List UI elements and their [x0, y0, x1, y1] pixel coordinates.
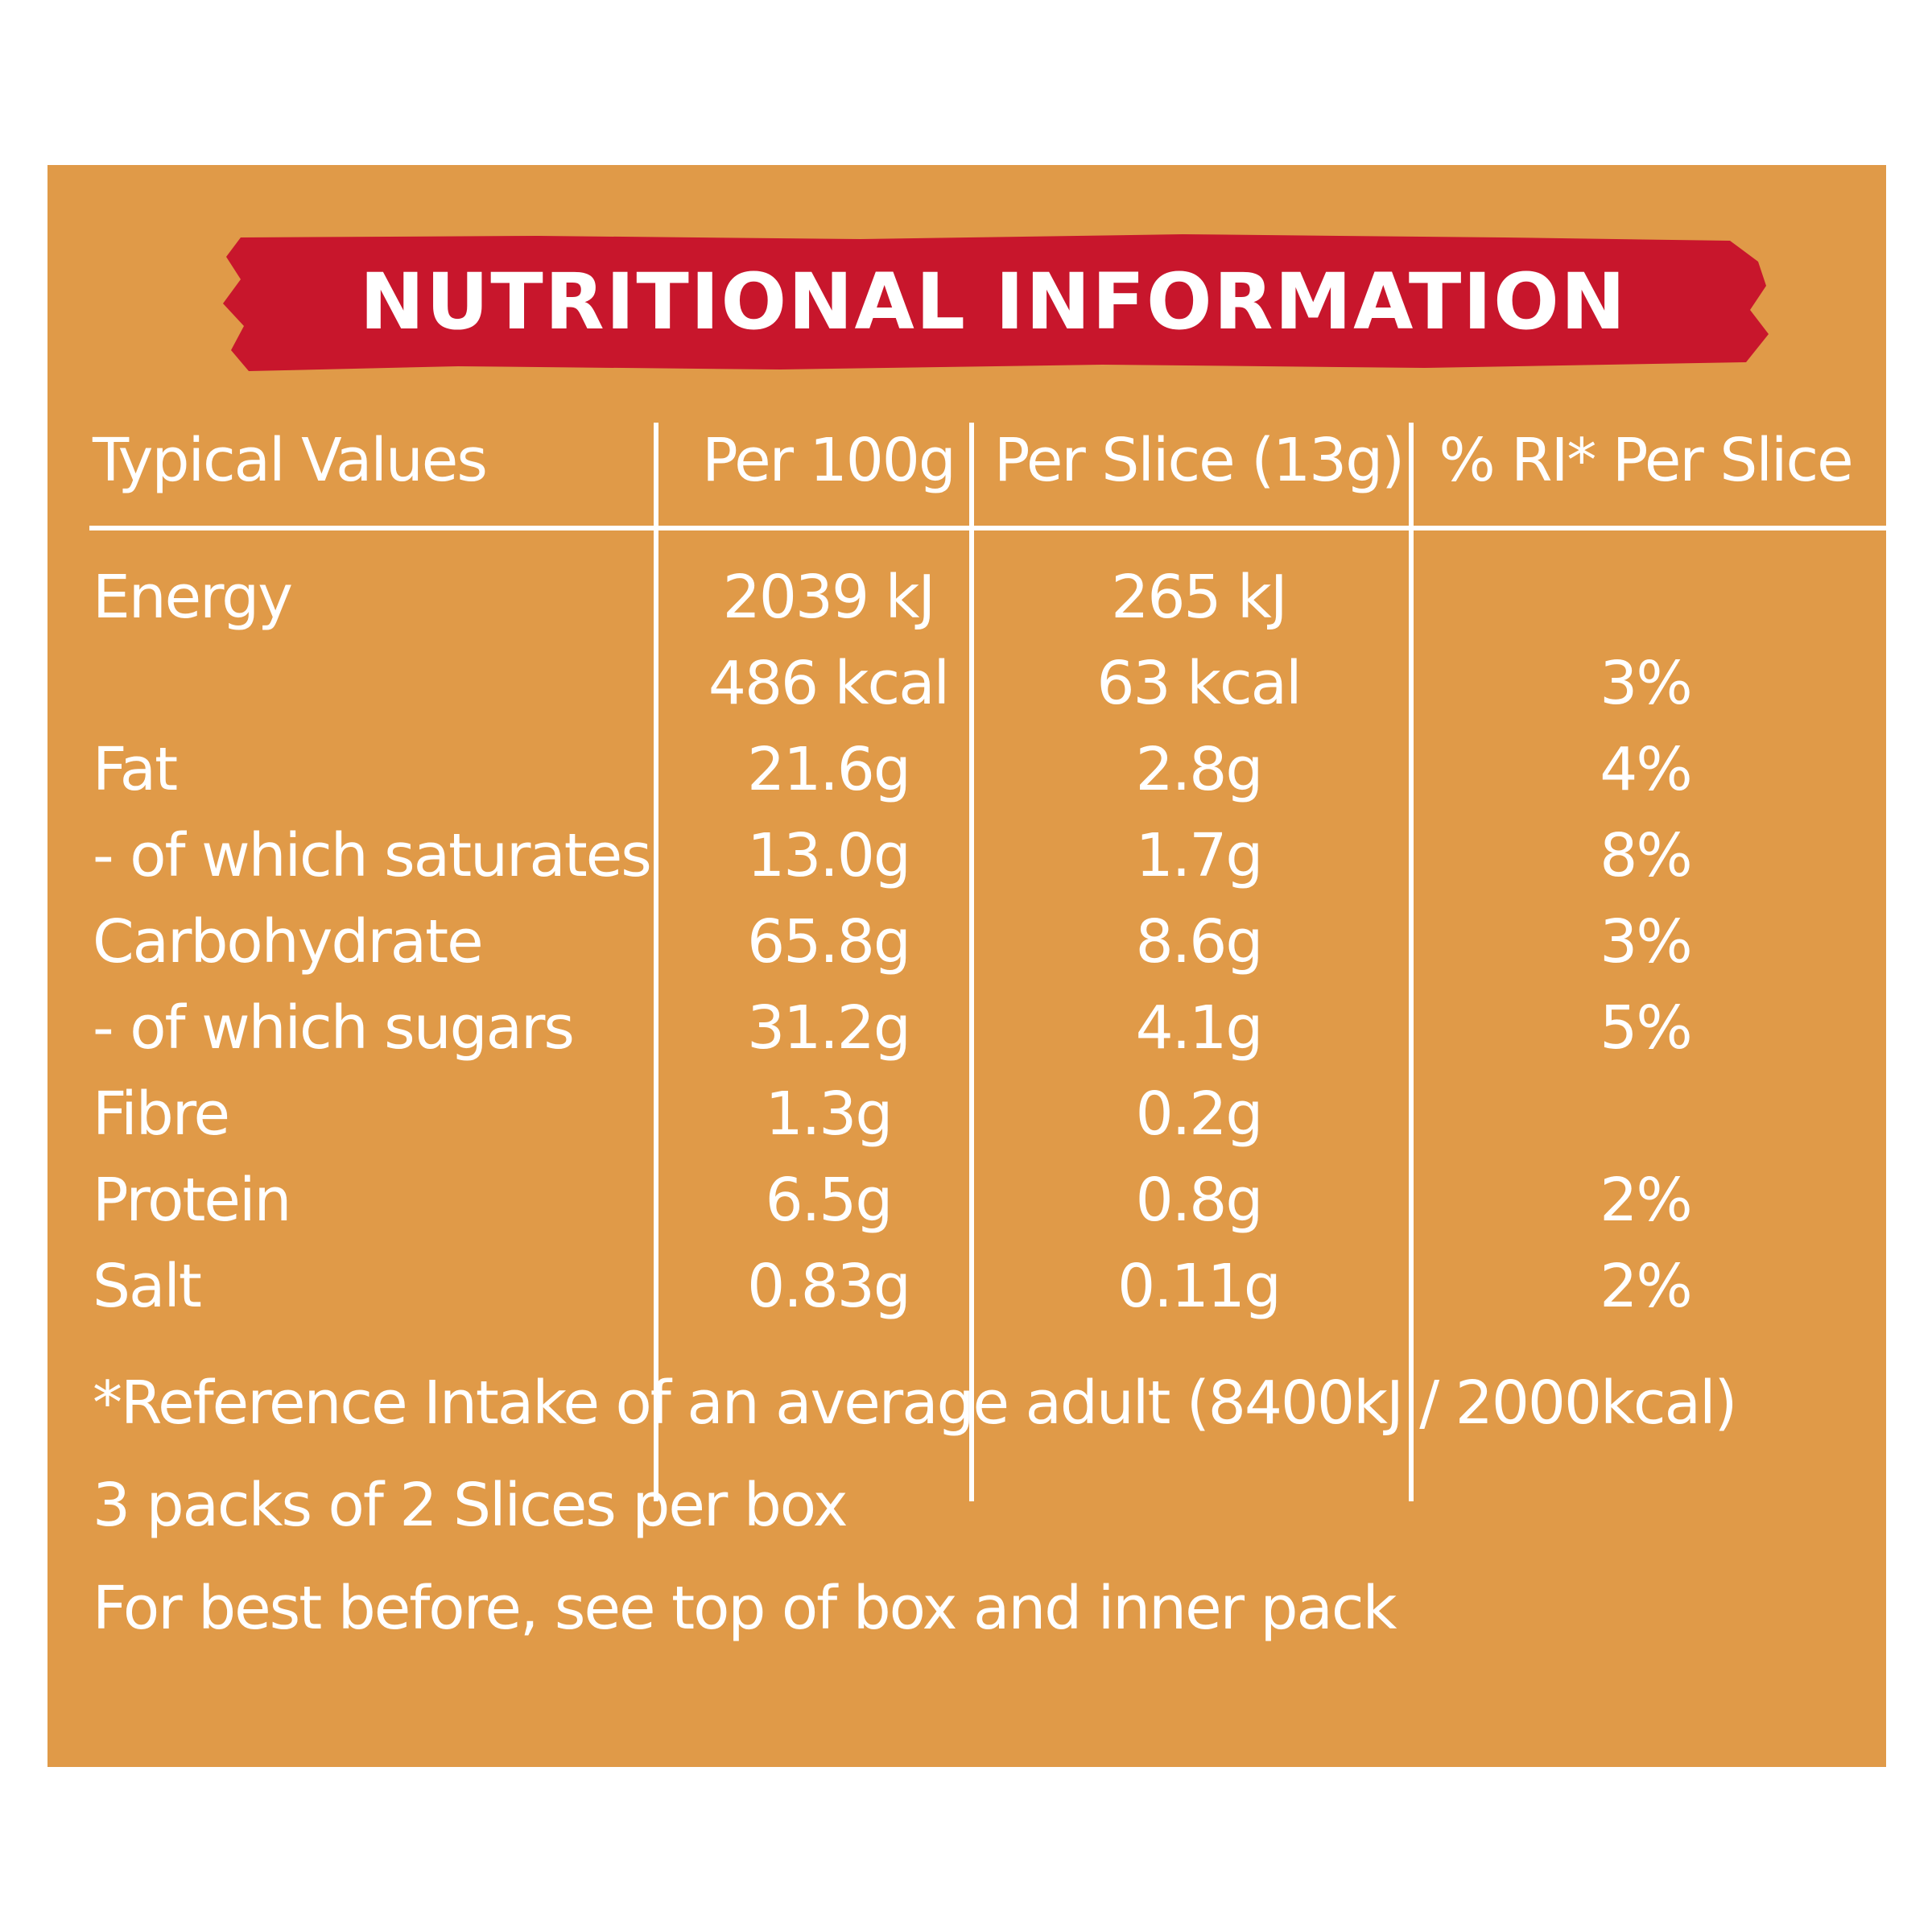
row-label: Salt	[93, 1252, 202, 1321]
title-banner: NUTRITIONAL INFORMATION	[217, 229, 1770, 374]
column-divider-3	[1409, 423, 1414, 1501]
header-per-slice: Per Slice (13g)	[993, 426, 1405, 495]
row-ri: 5%	[1600, 993, 1692, 1063]
row-per-100g: 65.8g	[747, 907, 911, 976]
row-per-100g: 2039 kJ	[722, 563, 936, 632]
header-typical-values: Typical Values	[93, 426, 488, 495]
row-label: Carbohydrate	[93, 907, 484, 976]
row-ri: 4%	[1600, 735, 1692, 804]
row-per-slice: 4.1g	[1135, 993, 1264, 1063]
row-label: Fibre	[93, 1080, 230, 1149]
row-per-slice: 0.2g	[1135, 1080, 1264, 1149]
row-per-100g: 486 kcal	[708, 649, 950, 718]
row-ri: 3%	[1600, 907, 1692, 976]
row-ri: 8%	[1600, 821, 1692, 890]
title-text: NUTRITIONAL INFORMATION	[359, 257, 1628, 347]
row-per-slice: 63 kcal	[1096, 649, 1302, 718]
row-label: - of which sugars	[93, 993, 575, 1063]
row-per-100g: 31.2g	[747, 993, 911, 1063]
row-per-100g: 13.0g	[747, 821, 911, 890]
row-label: Protein	[93, 1166, 291, 1235]
row-per-100g: 21.6g	[747, 735, 911, 804]
row-per-slice: 1.7g	[1135, 821, 1264, 890]
packs-note: 3 packs of 2 Slices per box	[93, 1471, 848, 1540]
row-label: - of which saturates	[93, 821, 652, 890]
brush-stroke-shape	[223, 234, 1769, 371]
row-per-100g: 0.83g	[747, 1252, 911, 1321]
row-per-100g: 6.5g	[765, 1166, 894, 1235]
row-per-slice: 265 kJ	[1111, 563, 1287, 632]
row-label: Fat	[93, 735, 178, 804]
row-ri: 3%	[1600, 649, 1692, 718]
row-per-slice: 0.11g	[1117, 1252, 1282, 1321]
row-per-slice: 8.6g	[1135, 907, 1264, 976]
column-divider-2	[969, 423, 974, 1501]
column-divider-1	[654, 423, 658, 1501]
row-label: Energy	[93, 563, 293, 632]
row-per-slice: 0.8g	[1135, 1166, 1264, 1235]
header-per-100g: Per 100g	[702, 426, 956, 495]
best-before-note: For best before, see top of box and inne…	[93, 1574, 1397, 1643]
header-divider	[89, 526, 1893, 530]
row-ri: 2%	[1600, 1252, 1692, 1321]
header-ri-per-slice: % RI* Per Slice	[1439, 426, 1853, 495]
reference-intake-note: *Reference Intake of an average adult (8…	[93, 1368, 1737, 1438]
nutrition-panel: NUTRITIONAL INFORMATION Typical Values P…	[47, 165, 1893, 1767]
row-ri: 2%	[1600, 1166, 1692, 1235]
row-per-100g: 1.3g	[765, 1080, 894, 1149]
row-per-slice: 2.8g	[1135, 735, 1264, 804]
